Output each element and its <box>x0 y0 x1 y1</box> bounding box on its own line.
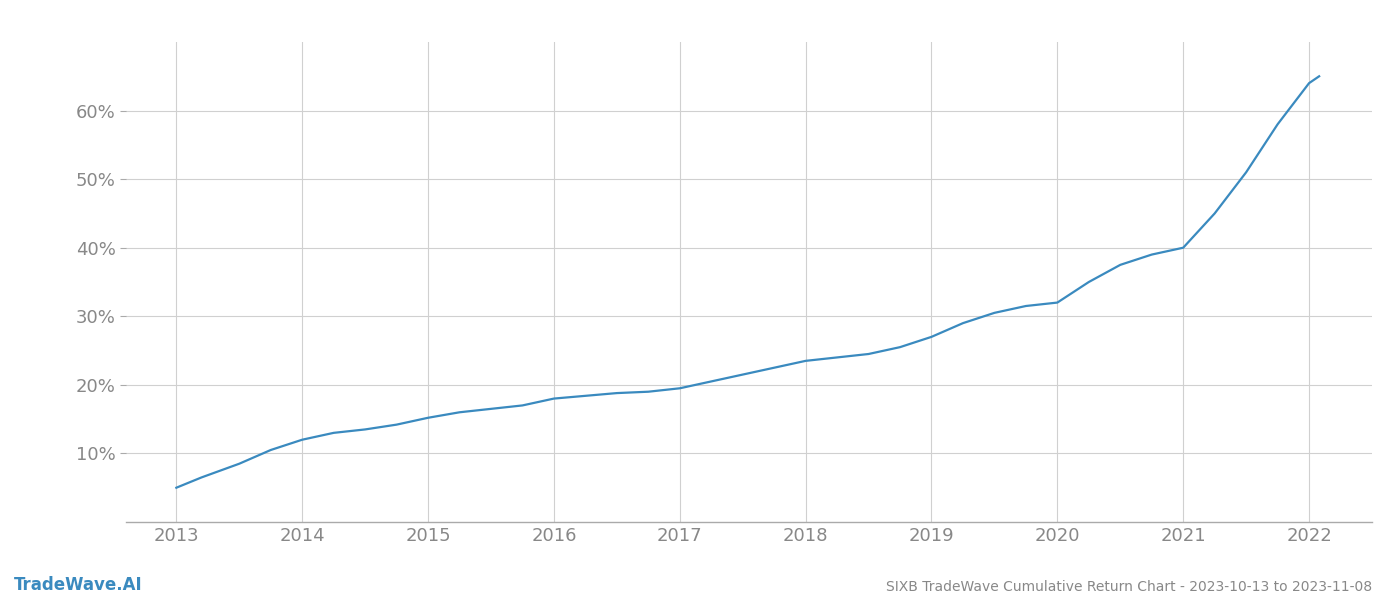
Text: TradeWave.AI: TradeWave.AI <box>14 576 143 594</box>
Text: SIXB TradeWave Cumulative Return Chart - 2023-10-13 to 2023-11-08: SIXB TradeWave Cumulative Return Chart -… <box>886 580 1372 594</box>
